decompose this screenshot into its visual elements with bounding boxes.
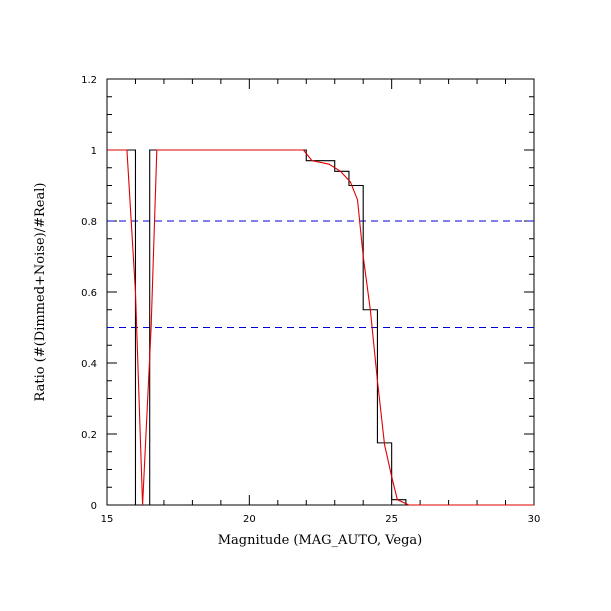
- y-tick-label: 0.2: [81, 430, 97, 441]
- series-step-black: [107, 149, 534, 506]
- reference-lines-layer: [107, 220, 534, 328]
- y-tick-label: 1.2: [81, 75, 97, 86]
- series-layer: [107, 149, 534, 506]
- tick-labels-layer: 15 20 25 30 0 0.2 0.4 0.6 0.8 1 1.2: [81, 75, 540, 525]
- series-line-red: [107, 149, 534, 506]
- x-tick-label: 30: [528, 514, 541, 525]
- y-tick-label: 0: [91, 501, 97, 512]
- y-axis-label: Ratio (#(Dimmed+Noise)/#Real): [33, 183, 48, 402]
- x-axis-label: Magnitude (MAG_AUTO, Vega): [218, 533, 423, 548]
- plot-frame: [106, 78, 535, 506]
- y-tick-label: 0.8: [81, 217, 97, 228]
- x-tick-label: 20: [243, 514, 256, 525]
- ticks-layer: [106, 78, 535, 506]
- y-tick-label: 0.6: [81, 288, 97, 299]
- y-tick-label: 0.4: [81, 359, 97, 370]
- x-tick-label: 15: [101, 514, 114, 525]
- x-tick-label: 25: [385, 514, 398, 525]
- y-tick-label: 1: [91, 146, 97, 157]
